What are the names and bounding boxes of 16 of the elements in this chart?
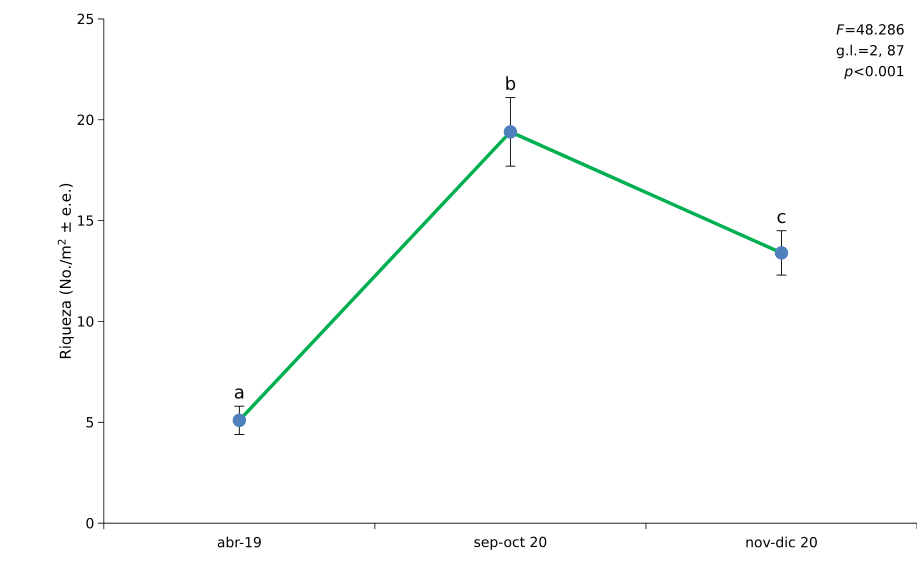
annotation: c	[778, 212, 786, 224]
x-tick-label: nov-dic 20	[746, 536, 817, 548]
y-axis-title: Riqueza (No./m$^{2}$ ± e.e.)	[58, 184, 74, 358]
y-tick-label: 25	[78, 14, 94, 24]
y-tick-label: 0	[86, 518, 94, 528]
y-tick-label: 15	[78, 215, 94, 226]
annotation: p<0.001	[844, 66, 904, 80]
annotation: g.l.=2, 87	[836, 44, 904, 58]
x-tick-label: sep-oct 20	[474, 536, 546, 550]
annotation: b	[506, 76, 516, 90]
annotation: a	[234, 388, 244, 399]
y-tick-label: 5	[86, 417, 94, 428]
y-tick-label: 10	[78, 316, 94, 327]
y-tick-label: 20	[78, 114, 94, 126]
x-tick-label: abr-19	[218, 536, 261, 548]
annotation: F=48.286	[836, 24, 904, 35]
